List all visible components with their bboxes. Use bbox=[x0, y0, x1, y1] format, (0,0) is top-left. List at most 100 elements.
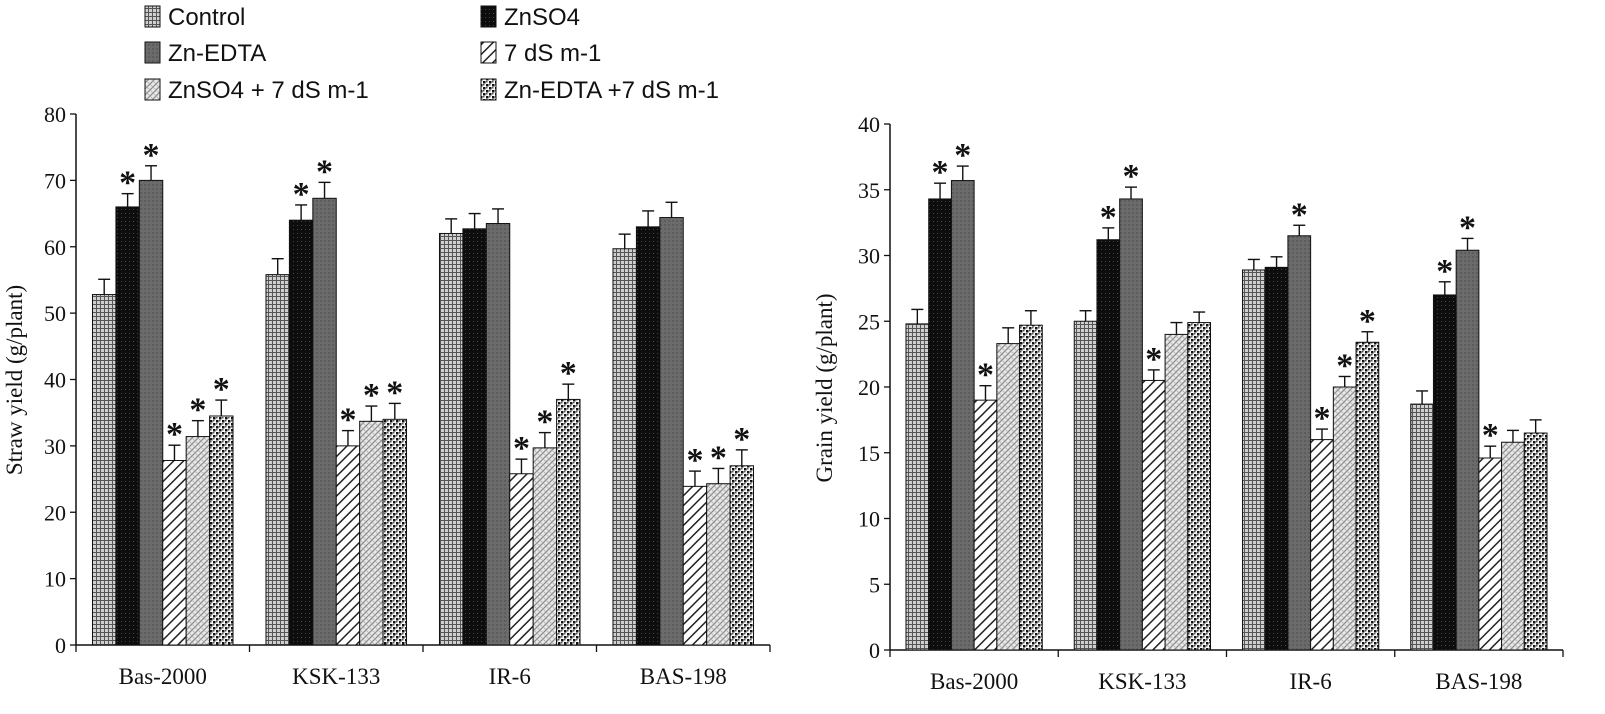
straw-significance-star-bas-2000-7-ds-m-1: * bbox=[166, 416, 183, 453]
legend-label-control: Control bbox=[168, 4, 245, 31]
straw-bar-bas-198-znso4-7-ds-m-1 bbox=[706, 483, 731, 646]
grain-significance-star-bas-2000-7-ds-m-1: * bbox=[977, 357, 994, 394]
legend-item-control: Control bbox=[144, 4, 245, 31]
straw-bar-bas-2000-zn-edta bbox=[138, 179, 164, 646]
grain-significance-star-bas-2000-zn-edta: * bbox=[954, 137, 971, 174]
grain-y-tick-label: 15 bbox=[858, 441, 880, 466]
grain-bar-ir-6-zn-edta bbox=[1287, 235, 1312, 651]
grain-bar-ksk-133-control bbox=[1073, 320, 1098, 651]
legend-label-zn-edta: Zn-EDTA bbox=[168, 40, 266, 67]
straw-significance-star-bas-198-znso4-7-ds-m-1: * bbox=[710, 439, 727, 476]
grain-significance-star-ir-6-znso4-7-ds-m-1: * bbox=[1336, 347, 1353, 384]
straw-bar-ksk-133-znso4-7-ds-m-1 bbox=[359, 420, 384, 646]
grain-y-tick-label: 25 bbox=[858, 309, 880, 334]
straw-category-label-ir-6: IR-6 bbox=[489, 664, 531, 689]
straw-y-tick-label: 30 bbox=[44, 434, 66, 459]
grain-bar-bas-198-7-ds-m-1 bbox=[1478, 457, 1503, 651]
grain-significance-star-ir-6-7-ds-m-1: * bbox=[1313, 400, 1330, 437]
straw-bar-bas-198-zn-edta-7-ds-m-1 bbox=[729, 465, 755, 646]
grain-bar-bas-198-zn-edta-7-ds-m-1 bbox=[1523, 432, 1548, 651]
legend-label-znso4-salt: ZnSO4 + 7 dS m-1 bbox=[168, 77, 369, 104]
grain-category-label-bas-198: BAS-198 bbox=[1435, 669, 1522, 694]
legend-swatch-salt bbox=[480, 41, 497, 64]
straw-y-tick-label: 40 bbox=[44, 368, 66, 393]
grain-bar-bas-198-znso4 bbox=[1432, 294, 1457, 651]
straw-bar-bas-198-control bbox=[612, 248, 637, 646]
straw-significance-star-ksk-133-zn-edta-7-ds-m-1: * bbox=[386, 374, 403, 411]
grain-bar-ir-6-znso4 bbox=[1264, 266, 1289, 651]
legend-swatch-control bbox=[144, 5, 161, 28]
straw-y-tick-label: 0 bbox=[55, 633, 66, 658]
straw-significance-star-ksk-133-zn-edta: * bbox=[316, 153, 333, 190]
straw-significance-star-ksk-133-7-ds-m-1: * bbox=[339, 402, 356, 439]
legend-swatch-zn-edta-salt bbox=[480, 78, 497, 101]
straw-bar-ir-6-zn-edta bbox=[485, 223, 511, 646]
grain-bar-bas-198-znso4-7-ds-m-1 bbox=[1501, 441, 1525, 651]
legend-item-znso4-salt: ZnSO4 + 7 dS m-1 bbox=[144, 77, 369, 104]
grain-bar-bas-2000-control bbox=[905, 323, 930, 651]
straw-bar-ksk-133-7-ds-m-1 bbox=[335, 445, 361, 646]
straw-y-axis-title: Straw yield (g/plant) bbox=[2, 285, 27, 475]
straw-significance-star-ir-6-zn-edta-7-ds-m-1: * bbox=[560, 355, 577, 392]
straw-bar-ksk-133-zn-edta-7-ds-m-1 bbox=[382, 418, 408, 646]
straw-significance-star-ir-6-znso4-7-ds-m-1: * bbox=[536, 404, 553, 441]
grain-y-tick-label: 0 bbox=[869, 638, 880, 663]
grain-bar-bas-2000-7-ds-m-1 bbox=[973, 399, 998, 651]
legend-swatch-znso4-salt bbox=[144, 78, 161, 101]
legend-item-znso4: ZnSO4 bbox=[480, 4, 580, 31]
straw-y-tick-label: 20 bbox=[44, 500, 66, 525]
straw-bar-bas-2000-zn-edta-7-ds-m-1 bbox=[209, 415, 234, 646]
straw-significance-star-bas-198-zn-edta-7-ds-m-1: * bbox=[733, 421, 750, 458]
grain-y-tick-label: 30 bbox=[858, 244, 880, 269]
grain-bar-ksk-133-znso4-7-ds-m-1 bbox=[1164, 333, 1189, 651]
grain-bar-bas-2000-zn-edta bbox=[950, 180, 975, 651]
legend: Control ZnSO4 Zn-EDTA 7 dS m-1 ZnSO4 + 7… bbox=[144, 4, 719, 104]
grain-significance-star-ksk-133-znso4: * bbox=[1100, 199, 1117, 236]
straw-significance-star-bas-2000-znso4-7-ds-m-1: * bbox=[189, 392, 206, 429]
straw-category-label-bas-198: BAS-198 bbox=[640, 664, 727, 689]
grain-bar-ir-6-control bbox=[1241, 269, 1266, 651]
straw-bar-ksk-133-control bbox=[265, 274, 290, 646]
grain-significance-star-ksk-133-7-ds-m-1: * bbox=[1145, 341, 1162, 378]
grain-y-tick-label: 20 bbox=[858, 375, 880, 400]
straw-significance-star-bas-198-7-ds-m-1: * bbox=[686, 442, 703, 479]
straw-bar-ir-6-7-ds-m-1 bbox=[509, 473, 534, 646]
straw-bar-bas-2000-7-ds-m-1 bbox=[162, 459, 187, 646]
straw-bar-bas-198-7-ds-m-1 bbox=[682, 485, 708, 646]
straw-y-tick-label: 50 bbox=[44, 301, 66, 326]
grain-y-tick-label: 10 bbox=[858, 507, 880, 532]
grain-bar-ksk-133-7-ds-m-1 bbox=[1141, 379, 1166, 651]
legend-item-zn-edta-salt: Zn-EDTA +7 dS m-1 bbox=[480, 77, 719, 104]
grain-y-tick-label: 35 bbox=[858, 178, 880, 203]
grain-bar-ksk-133-zn-edta-7-ds-m-1 bbox=[1187, 322, 1212, 651]
straw-bar-ir-6-control bbox=[438, 232, 464, 646]
straw-bar-bas-2000-znso4 bbox=[115, 206, 140, 646]
straw-bar-ir-6-znso4 bbox=[462, 228, 487, 646]
grain-category-label-ksk-133: KSK-133 bbox=[1098, 669, 1186, 694]
straw-bar-ir-6-znso4-7-ds-m-1 bbox=[532, 447, 558, 646]
straw-bar-bas-198-znso4 bbox=[635, 226, 661, 646]
straw-bar-ir-6-zn-edta-7-ds-m-1 bbox=[556, 398, 581, 646]
straw-significance-star-bas-2000-zn-edta-7-ds-m-1: * bbox=[213, 371, 230, 408]
straw-significance-star-ksk-133-znso4-7-ds-m-1: * bbox=[363, 377, 380, 414]
grain-significance-star-bas-2000-znso4: * bbox=[932, 154, 949, 191]
grain-bar-bas-198-control bbox=[1410, 403, 1434, 651]
grain-bar-bas-2000-znso4 bbox=[928, 198, 952, 651]
grain-bar-bas-2000-zn-edta-7-ds-m-1 bbox=[1019, 324, 1043, 651]
straw-significance-star-bas-2000-zn-edta: * bbox=[143, 137, 160, 174]
grain-category-label-bas-2000: Bas-2000 bbox=[930, 669, 1018, 694]
straw-y-tick-label: 10 bbox=[44, 567, 66, 592]
grain-category-label-ir-6: IR-6 bbox=[1290, 669, 1332, 694]
grain-y-axis-title: Grain yield (g/plant) bbox=[812, 293, 837, 482]
grain-significance-star-bas-198-zn-edta: * bbox=[1459, 209, 1476, 246]
legend-swatch-znso4 bbox=[480, 5, 497, 28]
straw-significance-star-ir-6-7-ds-m-1: * bbox=[513, 430, 530, 467]
straw-y-tick-label: 60 bbox=[44, 235, 66, 260]
straw-significance-star-ksk-133-znso4: * bbox=[293, 176, 310, 213]
grain-significance-star-ir-6-zn-edta: * bbox=[1291, 196, 1308, 233]
legend-label-znso4: ZnSO4 bbox=[504, 4, 580, 31]
straw-category-label-ksk-133: KSK-133 bbox=[292, 664, 380, 689]
grain-significance-star-bas-198-znso4: * bbox=[1436, 253, 1453, 290]
grain-y-tick-label: 5 bbox=[869, 572, 880, 597]
